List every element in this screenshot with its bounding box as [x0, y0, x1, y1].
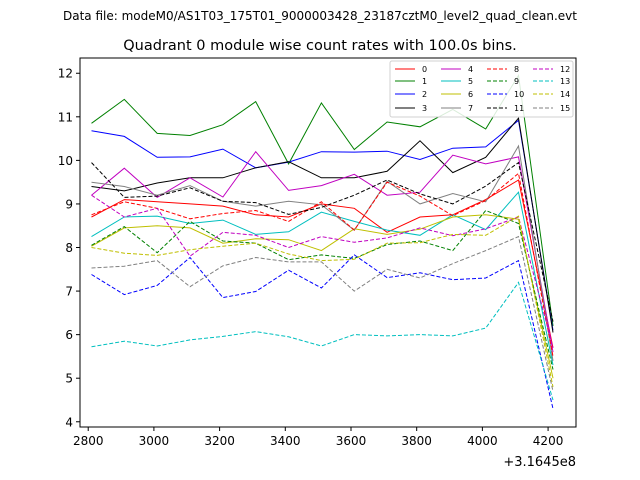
- series-line-0: [91, 179, 554, 348]
- legend-label-15: 15: [560, 104, 570, 113]
- x-tick-label: 3200: [204, 434, 235, 448]
- y-tick-label: 8: [65, 241, 73, 255]
- y-tick-label: 9: [65, 197, 73, 211]
- series-line-12: [91, 194, 554, 348]
- legend-label-0: 0: [422, 65, 427, 74]
- legend-label-13: 13: [560, 77, 570, 86]
- y-axis-ticks: 4 5 6 7 8 9 10 11 12: [58, 67, 80, 429]
- series-line-15: [91, 235, 554, 392]
- legend-label-3: 3: [422, 104, 427, 113]
- y-tick-label: 7: [65, 285, 73, 299]
- chart-title: Quadrant 0 module wise count rates with …: [123, 38, 517, 54]
- x-tick-label: 4200: [533, 434, 564, 448]
- legend-label-2: 2: [422, 90, 427, 99]
- x-tick-label: 3400: [270, 434, 301, 448]
- data-file-header: Data file: modeM0/AS1T03_175T01_90000034…: [63, 9, 577, 23]
- series-line-5: [91, 191, 554, 366]
- legend-label-9: 9: [514, 77, 519, 86]
- y-tick-label: 12: [58, 67, 73, 81]
- series-line-10: [91, 254, 554, 409]
- legend-label-6: 6: [468, 90, 473, 99]
- series-line-9: [91, 209, 554, 370]
- legend-label-7: 7: [468, 104, 473, 113]
- legend-label-8: 8: [514, 65, 519, 74]
- series-line-2: [91, 119, 554, 331]
- x-offset-label: +3.1645e8: [503, 455, 576, 470]
- series-line-8: [91, 172, 554, 357]
- legend-label-12: 12: [560, 65, 570, 74]
- series-line-7: [91, 144, 554, 361]
- plot-lines: [91, 73, 554, 409]
- series-line-11: [91, 161, 554, 322]
- legend-label-4: 4: [468, 65, 473, 74]
- y-tick-label: 5: [65, 372, 73, 386]
- legend-label-5: 5: [468, 77, 473, 86]
- series-line-3: [91, 116, 554, 333]
- legend-box: [389, 60, 574, 118]
- y-tick-label: 10: [58, 154, 73, 168]
- x-tick-label: 2800: [73, 434, 104, 448]
- legend-label-1: 1: [422, 77, 427, 86]
- legend-label-10: 10: [514, 90, 524, 99]
- x-axis-ticks: 2800 3000 3200 3400 3600 3800 4000 4200: [73, 427, 563, 448]
- series-line-4: [91, 150, 554, 353]
- legend-label-11: 11: [514, 104, 524, 113]
- x-tick-label: 3000: [139, 434, 170, 448]
- x-tick-label: 3600: [336, 434, 367, 448]
- series-line-14: [91, 215, 554, 387]
- series-line-6: [91, 214, 554, 379]
- y-tick-label: 11: [58, 110, 73, 124]
- x-tick-label: 3800: [401, 434, 432, 448]
- series-line-13: [91, 281, 554, 401]
- y-tick-label: 6: [65, 328, 73, 342]
- legend-label-14: 14: [560, 90, 570, 99]
- axes-frame: [79, 57, 577, 428]
- y-tick-label: 4: [65, 415, 73, 429]
- series-line-1: [91, 73, 554, 326]
- x-tick-label: 4000: [467, 434, 498, 448]
